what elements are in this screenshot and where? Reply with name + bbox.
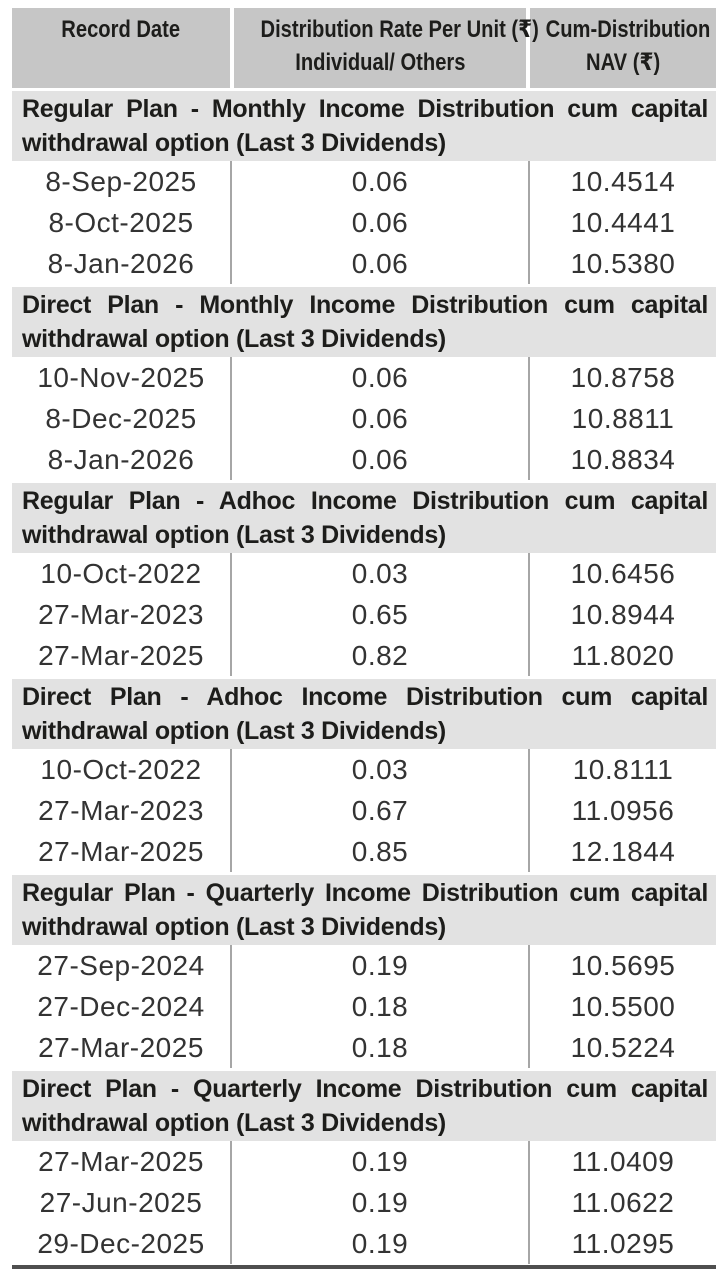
nav-cell: 10.8811	[571, 403, 675, 434]
table-row: 10-Oct-2022 0.03 10.6456	[12, 553, 716, 594]
rate-cell: 0.06	[230, 398, 530, 439]
nav-cell: 10.5695	[570, 950, 676, 981]
table-row: 10-Oct-2022 0.03 10.8111	[12, 749, 716, 790]
header-cum-distribution-line2: NAV (₹)	[585, 49, 661, 76]
section-title-regular-quarterly: Regular Plan - Quarterly Income Distribu…	[12, 875, 716, 945]
record-date-cell: 27-Mar-2025	[38, 1146, 204, 1177]
record-date-cell: 8-Oct-2025	[48, 207, 194, 238]
rate-cell: 0.82	[230, 635, 530, 676]
section-title-regular-monthly: Regular Plan - Monthly Income Distributi…	[12, 91, 716, 161]
header-distribution-rate-line1: Distribution Rate Per Unit (₹)	[260, 16, 539, 43]
table-row: 8-Jan-2026 0.06 10.8834	[12, 439, 716, 480]
nav-cell: 10.8758	[570, 362, 676, 393]
table-row: 29-Dec-2025 0.19 11.0295	[12, 1223, 716, 1264]
table-header-row: Record Date Distribution Rate Per Unit (…	[12, 8, 716, 88]
table-row: 8-Jan-2026 0.06 10.5380	[12, 243, 716, 284]
dividend-history-table: Record Date Distribution Rate Per Unit (…	[12, 8, 716, 1269]
rate-cell: 0.67	[230, 790, 530, 831]
table-row: 27-Mar-2025 0.82 11.8020	[12, 635, 716, 676]
rate-cell: 0.19	[230, 1182, 530, 1223]
nav-cell: 12.1844	[570, 836, 676, 867]
rate-cell: 0.06	[230, 161, 530, 202]
section-title-direct-quarterly: Direct Plan - Quarterly Income Distribut…	[12, 1071, 716, 1141]
nav-cell: 10.5224	[570, 1032, 676, 1063]
header-distribution-rate-line2: Individual/ Others	[294, 49, 466, 76]
record-date-cell: 27-Mar-2025	[38, 640, 204, 671]
nav-cell: 10.5500	[570, 991, 676, 1022]
record-date-cell: 10-Oct-2022	[40, 754, 202, 785]
record-date-cell: 8-Jan-2026	[47, 248, 195, 279]
nav-cell: 11.0622	[571, 1187, 675, 1218]
table-row: 27-Jun-2025 0.19 11.0622	[12, 1182, 716, 1223]
nav-cell: 10.8944	[570, 599, 676, 630]
rate-cell: 0.06	[230, 357, 530, 398]
record-date-cell: 27-Mar-2023	[38, 795, 204, 826]
nav-cell: 10.4441	[570, 207, 676, 238]
rate-cell: 0.03	[230, 553, 530, 594]
table-row: 8-Sep-2025 0.06 10.4514	[12, 161, 716, 202]
table-row: 27-Mar-2025 0.19 11.0409	[12, 1141, 716, 1182]
record-date-cell: 10-Nov-2025	[37, 362, 205, 393]
rate-cell: 0.06	[230, 243, 530, 284]
rate-cell: 0.18	[230, 986, 530, 1027]
section-title-direct-adhoc: Direct Plan - Adhoc Income Distribution …	[12, 679, 716, 749]
table-row: 8-Dec-2025 0.06 10.8811	[12, 398, 716, 439]
record-date-cell: 27-Jun-2025	[39, 1187, 203, 1218]
header-cum-distribution-nav: Cum-Distribution NAV (₹)	[530, 8, 716, 88]
record-date-cell: 27-Dec-2024	[37, 991, 205, 1022]
table-row: 27-Mar-2025 0.85 12.1844	[12, 831, 716, 872]
table-row: 27-Dec-2024 0.18 10.5500	[12, 986, 716, 1027]
rate-cell: 0.06	[230, 439, 530, 480]
rate-cell: 0.19	[230, 945, 530, 986]
rate-cell: 0.85	[230, 831, 530, 872]
rate-cell: 0.19	[230, 1141, 530, 1182]
nav-cell: 10.8111	[572, 754, 674, 785]
record-date-cell: 27-Mar-2025	[38, 1032, 204, 1063]
record-date-cell: 27-Sep-2024	[37, 950, 205, 981]
rate-cell: 0.06	[230, 202, 530, 243]
header-record-date: Record Date	[12, 8, 230, 88]
record-date-cell: 8-Sep-2025	[45, 166, 197, 197]
nav-cell: 10.6456	[570, 558, 676, 589]
table-row: 10-Nov-2025 0.06 10.8758	[12, 357, 716, 398]
header-record-date-label: Record Date	[61, 16, 181, 43]
record-date-cell: 27-Mar-2023	[38, 599, 204, 630]
record-date-cell: 8-Dec-2025	[45, 403, 197, 434]
nav-cell: 11.0409	[571, 1146, 675, 1177]
section-title-direct-monthly: Direct Plan - Monthly Income Distributio…	[12, 287, 716, 357]
rate-cell: 0.18	[230, 1027, 530, 1068]
record-date-cell: 8-Jan-2026	[47, 444, 195, 475]
header-cum-distribution-line1: Cum-Distribution	[545, 16, 711, 43]
rate-cell: 0.65	[230, 594, 530, 635]
nav-cell: 11.0295	[571, 1228, 675, 1259]
section-title-regular-adhoc: Regular Plan - Adhoc Income Distribution…	[12, 483, 716, 553]
table-row: 27-Sep-2024 0.19 10.5695	[12, 945, 716, 986]
table-row: 27-Mar-2023 0.67 11.0956	[12, 790, 716, 831]
table-row: 27-Mar-2023 0.65 10.8944	[12, 594, 716, 635]
nav-cell: 10.4514	[570, 166, 676, 197]
record-date-cell: 10-Oct-2022	[40, 558, 202, 589]
rate-cell: 0.19	[230, 1223, 530, 1264]
header-distribution-rate: Distribution Rate Per Unit (₹) Individua…	[230, 8, 539, 88]
nav-cell: 10.8834	[570, 444, 676, 475]
record-date-cell: 29-Dec-2025	[37, 1228, 205, 1259]
nav-cell: 11.0956	[571, 795, 675, 826]
nav-cell: 10.5380	[570, 248, 676, 279]
record-date-cell: 27-Mar-2025	[38, 836, 204, 867]
nav-cell: 11.8020	[571, 640, 675, 671]
rate-cell: 0.03	[230, 749, 530, 790]
table-row: 8-Oct-2025 0.06 10.4441	[12, 202, 716, 243]
table-row: 27-Mar-2025 0.18 10.5224	[12, 1027, 716, 1068]
